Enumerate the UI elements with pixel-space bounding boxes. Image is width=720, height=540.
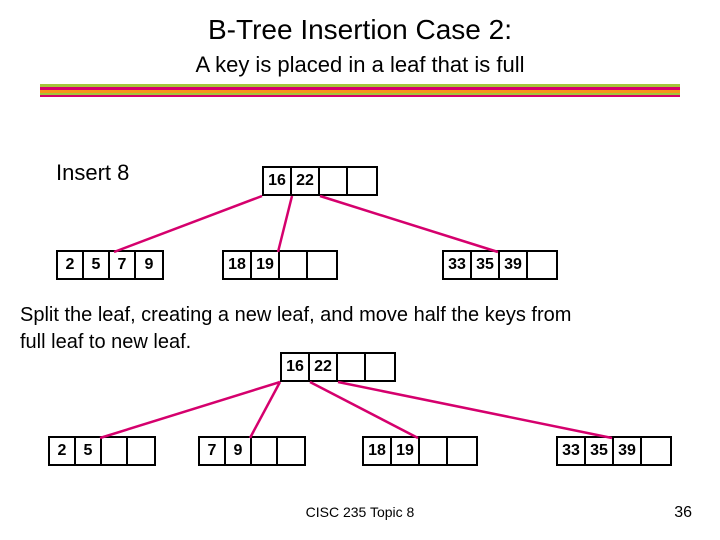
- decorative-bars: [40, 84, 680, 97]
- explain-line2: full leaf to new leaf.: [20, 331, 191, 353]
- node-cell: [338, 354, 366, 380]
- page-title: B-Tree Insertion Case 2:: [0, 0, 720, 46]
- node-cell: [280, 252, 308, 278]
- node-cell: [320, 168, 348, 194]
- node-cell: 2: [50, 438, 76, 464]
- tree1-leaf-1: 2579: [56, 250, 164, 280]
- tree1-leaf-3: 333539: [442, 250, 558, 280]
- slide-number: 36: [674, 504, 692, 522]
- node-cell: 33: [558, 438, 586, 464]
- node-cell: [278, 438, 304, 464]
- tree2-leaf-1: 25: [48, 436, 156, 466]
- node-cell: 22: [292, 168, 320, 194]
- tree1-root: 1622: [262, 166, 378, 196]
- node-cell: 16: [282, 354, 310, 380]
- node-cell: [128, 438, 154, 464]
- node-cell: 9: [226, 438, 252, 464]
- node-cell: [102, 438, 128, 464]
- node-cell: [252, 438, 278, 464]
- explain-text: Split the leaf, creating a new leaf, and…: [20, 302, 700, 356]
- tree2-leaf-3: 1819: [362, 436, 478, 466]
- page-subtitle: A key is placed in a leaf that is full: [0, 46, 720, 84]
- node-cell: 35: [586, 438, 614, 464]
- explain-line1: Split the leaf, creating a new leaf, and…: [20, 304, 571, 326]
- node-cell: [308, 252, 336, 278]
- node-cell: 35: [472, 252, 500, 278]
- node-cell: [642, 438, 670, 464]
- node-cell: [448, 438, 476, 464]
- node-cell: 2: [58, 252, 84, 278]
- node-cell: 9: [136, 252, 162, 278]
- tree1-leaf-2: 1819: [222, 250, 338, 280]
- node-cell: 18: [224, 252, 252, 278]
- node-cell: 39: [614, 438, 642, 464]
- footer-course: CISC 235 Topic 8: [0, 504, 720, 520]
- node-cell: 19: [392, 438, 420, 464]
- node-cell: [366, 354, 394, 380]
- node-cell: 5: [76, 438, 102, 464]
- node-cell: 5: [84, 252, 110, 278]
- insert-label: Insert 8: [56, 160, 129, 186]
- node-cell: 7: [110, 252, 136, 278]
- node-cell: 33: [444, 252, 472, 278]
- node-cell: 18: [364, 438, 392, 464]
- node-cell: 22: [310, 354, 338, 380]
- node-cell: [420, 438, 448, 464]
- node-cell: 19: [252, 252, 280, 278]
- node-cell: 16: [264, 168, 292, 194]
- tree2-root: 1622: [280, 352, 396, 382]
- node-cell: 7: [200, 438, 226, 464]
- node-cell: [348, 168, 376, 194]
- node-cell: [528, 252, 556, 278]
- tree2-leaf-4: 333539: [556, 436, 672, 466]
- tree2-leaf-2: 79: [198, 436, 306, 466]
- node-cell: 39: [500, 252, 528, 278]
